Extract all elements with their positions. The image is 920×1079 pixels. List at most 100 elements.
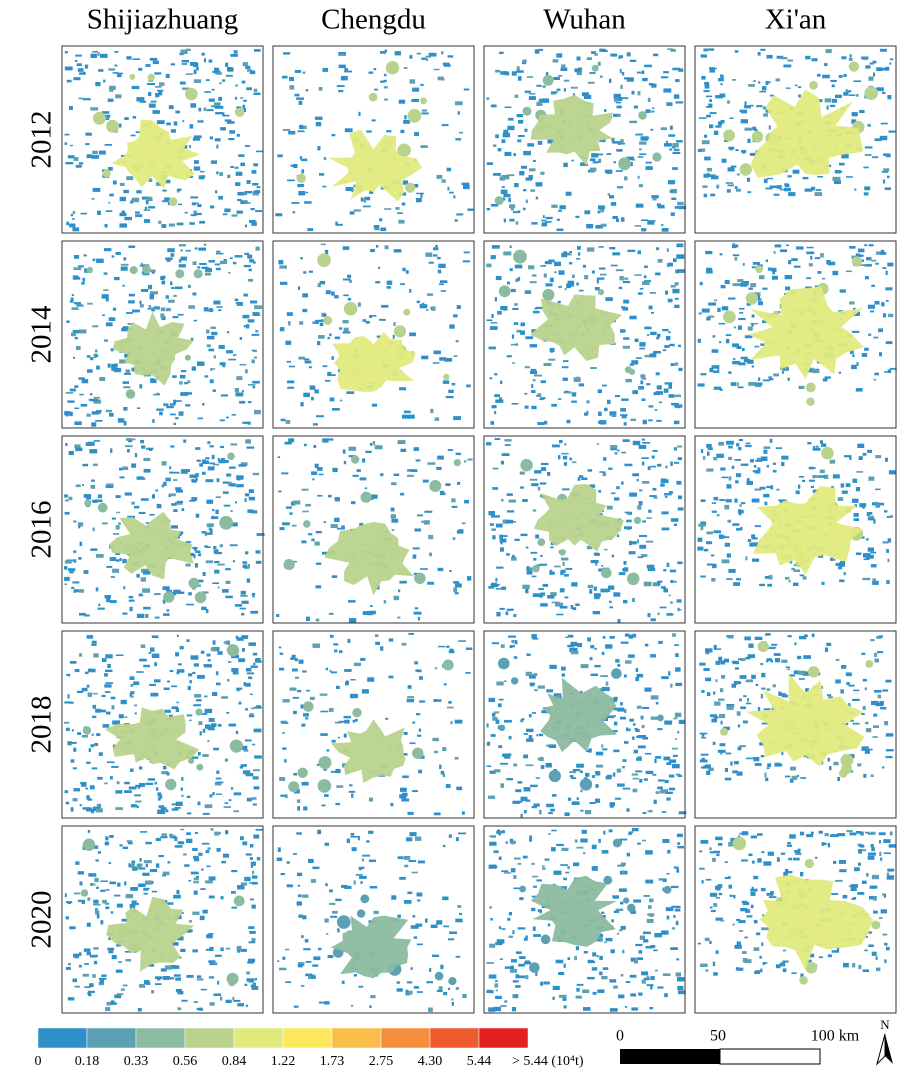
speckle xyxy=(107,663,111,668)
speckle xyxy=(886,580,890,584)
speckle xyxy=(201,175,206,178)
speckle xyxy=(638,992,643,996)
speckle xyxy=(491,642,500,645)
speckle xyxy=(196,978,204,981)
hotspot xyxy=(548,769,562,783)
speckle xyxy=(863,746,869,749)
speckle xyxy=(618,994,625,999)
panel-background xyxy=(273,241,474,428)
speckle xyxy=(728,884,732,889)
speckle xyxy=(721,306,729,311)
speckle xyxy=(332,910,338,914)
speckle xyxy=(508,735,512,740)
speckle xyxy=(139,384,143,389)
speckle xyxy=(330,374,336,376)
speckle xyxy=(556,53,563,58)
speckle xyxy=(861,56,869,60)
speckle xyxy=(197,417,204,420)
speckle xyxy=(591,844,597,850)
speckle xyxy=(787,668,790,671)
speckle xyxy=(453,314,458,318)
speckle xyxy=(135,784,142,788)
speckle xyxy=(861,652,866,655)
speckle xyxy=(501,139,506,144)
speckle xyxy=(854,504,857,508)
speckle xyxy=(195,579,204,583)
speckle xyxy=(667,180,676,185)
speckle xyxy=(539,756,544,762)
speckle xyxy=(206,653,211,657)
speckle xyxy=(600,223,607,227)
speckle xyxy=(531,222,538,225)
speckle xyxy=(858,849,862,854)
speckle xyxy=(620,925,626,930)
speckle xyxy=(677,457,682,461)
speckle xyxy=(218,309,222,312)
speckle xyxy=(440,770,445,775)
speckle xyxy=(620,716,626,720)
speckle xyxy=(252,870,255,875)
speckle xyxy=(620,97,629,100)
speckle xyxy=(192,261,197,266)
speckle xyxy=(495,276,502,281)
speckle xyxy=(320,710,329,713)
speckle xyxy=(82,463,89,467)
speckle xyxy=(769,94,775,97)
speckle xyxy=(602,472,607,477)
speckle xyxy=(227,67,234,72)
speckle xyxy=(451,1002,454,1006)
speckle xyxy=(251,904,256,909)
speckle xyxy=(674,282,679,285)
speckle xyxy=(286,884,293,888)
speckle xyxy=(428,261,434,264)
speckle xyxy=(491,582,498,586)
speckle xyxy=(175,110,180,114)
speckle xyxy=(674,712,682,718)
speckle xyxy=(632,633,637,638)
speckle xyxy=(633,723,636,726)
speckle xyxy=(577,246,581,250)
urban-core xyxy=(540,677,617,753)
speckle xyxy=(195,550,201,553)
speckle xyxy=(409,742,416,745)
speckle xyxy=(181,508,185,511)
speckle xyxy=(645,161,652,164)
speckle xyxy=(767,763,772,767)
speckle xyxy=(199,220,205,224)
speckle xyxy=(300,985,305,987)
hotspot xyxy=(226,972,239,985)
speckle xyxy=(359,522,364,527)
speckle xyxy=(671,747,678,750)
speckle xyxy=(623,337,630,340)
speckle xyxy=(328,494,332,498)
speckle xyxy=(216,478,220,483)
speckle xyxy=(743,695,747,698)
speckle xyxy=(766,54,773,59)
speckle xyxy=(212,792,215,796)
speckle xyxy=(156,120,165,125)
speckle xyxy=(304,360,312,364)
speckle xyxy=(240,764,247,767)
speckle xyxy=(665,140,668,144)
speckle xyxy=(551,829,557,832)
speckle xyxy=(859,503,867,508)
speckle xyxy=(650,654,657,658)
speckle xyxy=(567,634,574,638)
speckle xyxy=(251,221,257,226)
speckle xyxy=(177,188,182,191)
speckle xyxy=(463,460,467,463)
speckle xyxy=(173,965,180,969)
speckle xyxy=(318,947,322,951)
speckle xyxy=(83,254,87,257)
speckle xyxy=(635,943,643,947)
speckle xyxy=(78,557,82,560)
speckle xyxy=(657,786,663,790)
speckle xyxy=(497,310,502,315)
urban-core xyxy=(533,484,624,552)
speckle xyxy=(93,399,102,404)
speckle xyxy=(869,62,874,65)
speckle xyxy=(136,476,144,480)
speckle xyxy=(303,713,309,717)
speckle xyxy=(520,719,524,723)
speckle xyxy=(661,811,667,813)
